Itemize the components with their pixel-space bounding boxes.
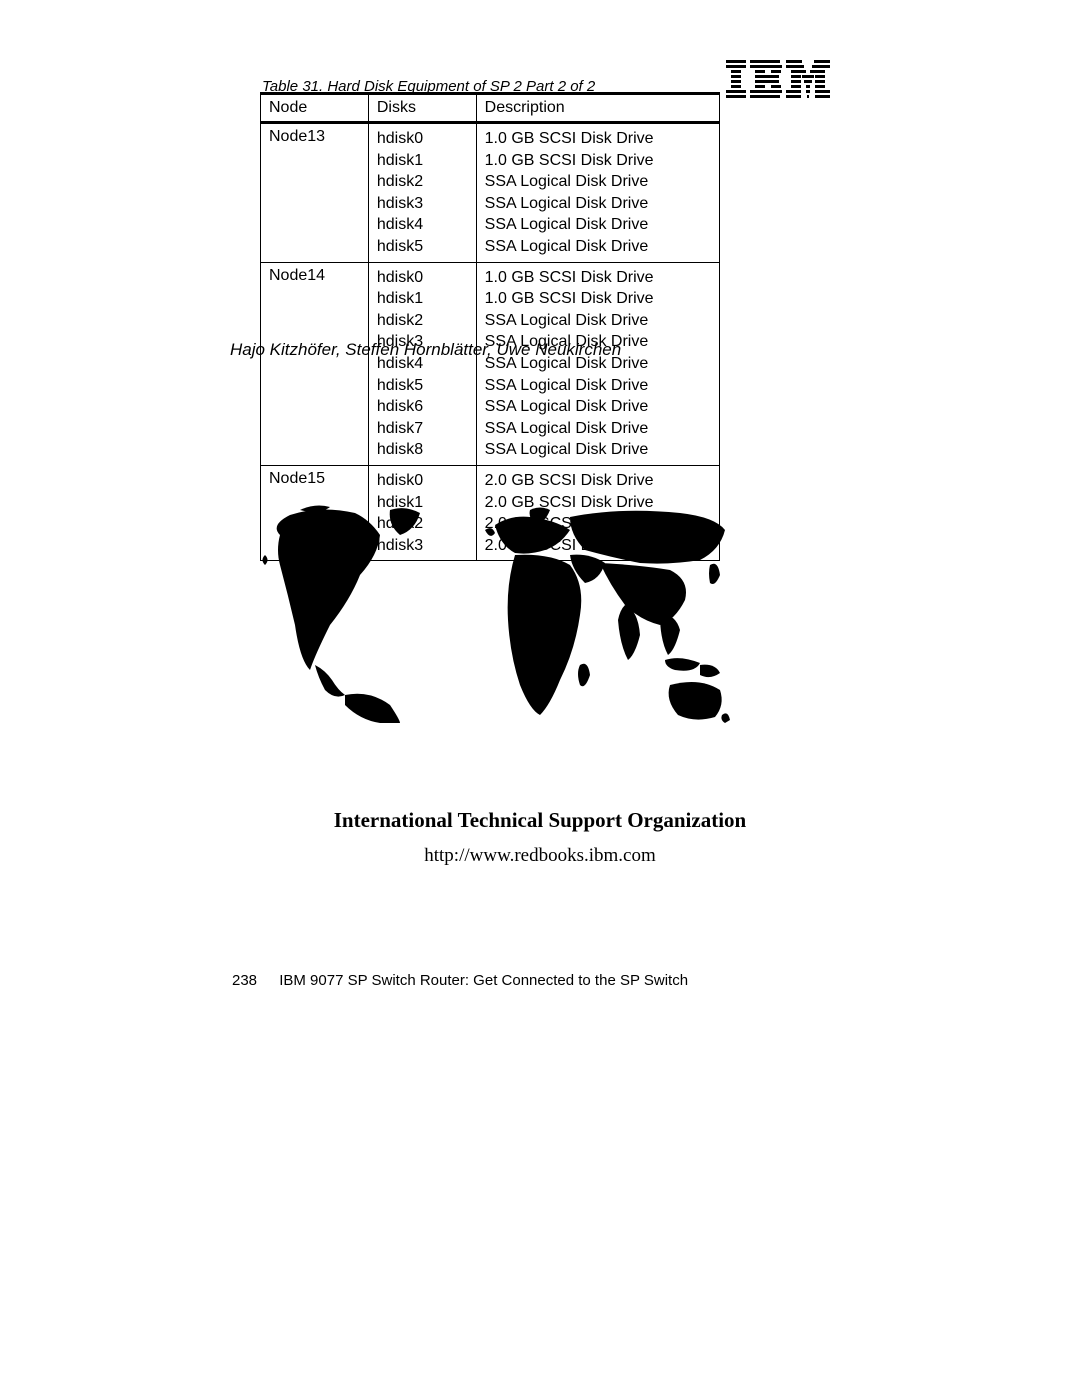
disk-entry: hdisk5 [377,236,468,258]
document-page: Table 31. Hard Disk Equipment of SP 2 Pa… [0,0,1080,1397]
page-number: 238 [232,972,257,989]
table-row: Node13hdisk0hdisk1hdisk2hdisk3hdisk4hdis… [261,123,720,263]
world-map-image [260,505,730,725]
footer-title: IBM 9077 SP Switch Router: Get Connected… [279,972,688,989]
description-entry: 1.0 GB SCSI Disk Drive [485,128,711,150]
description-entry: SSA Logical Disk Drive [485,418,711,440]
disk-entry: hdisk6 [377,396,468,418]
disk-entry: hdisk2 [377,171,468,193]
description-entry: SSA Logical Disk Drive [485,439,711,461]
disk-entry: hdisk3 [377,193,468,215]
redbooks-url: http://www.redbooks.ibm.com [0,845,1080,867]
description-entry: SSA Logical Disk Drive [485,310,711,332]
description-entry: SSA Logical Disk Drive [485,193,711,215]
table-header-row: Node Disks Description [261,94,720,123]
page-footer: 238 IBM 9077 SP Switch Router: Get Conne… [232,972,688,989]
disk-equipment-table: Node Disks Description Node13hdisk0hdisk… [260,92,720,561]
description-entry: SSA Logical Disk Drive [485,171,711,193]
description-entry: 2.0 GB SCSI Disk Drive [485,470,711,492]
authors-overlay-text: Hajo Kitzhöfer, Steffen Hornblätter, Uwe… [230,340,621,360]
description-entry: SSA Logical Disk Drive [485,375,711,397]
cell-node: Node13 [261,123,369,263]
cell-node: Node14 [261,262,369,465]
disk-entry: hdisk7 [377,418,468,440]
disk-entry: hdisk0 [377,128,468,150]
disk-entry: hdisk1 [377,288,468,310]
itso-heading: International Technical Support Organiza… [0,808,1080,833]
description-entry: SSA Logical Disk Drive [485,214,711,236]
disk-entry: hdisk0 [377,470,468,492]
description-entry: SSA Logical Disk Drive [485,236,711,258]
description-entry: 1.0 GB SCSI Disk Drive [485,150,711,172]
disk-entry: hdisk8 [377,439,468,461]
disk-entry: hdisk2 [377,310,468,332]
table-row: Node14hdisk0hdisk1hdisk2hdisk3hdisk4hdis… [261,262,720,465]
ibm-logo [726,60,830,102]
disk-entry: hdisk0 [377,267,468,289]
cell-disks: hdisk0hdisk1hdisk2hdisk3hdisk4hdisk5hdis… [368,262,476,465]
cell-description: 1.0 GB SCSI Disk Drive1.0 GB SCSI Disk D… [476,123,719,263]
header-node: Node [261,94,369,123]
header-disks: Disks [368,94,476,123]
cell-description: 1.0 GB SCSI Disk Drive1.0 GB SCSI Disk D… [476,262,719,465]
cell-disks: hdisk0hdisk1hdisk2hdisk3hdisk4hdisk5 [368,123,476,263]
description-entry: 1.0 GB SCSI Disk Drive [485,288,711,310]
disk-entry: hdisk4 [377,214,468,236]
description-entry: 1.0 GB SCSI Disk Drive [485,267,711,289]
disk-entry: hdisk5 [377,375,468,397]
header-description: Description [476,94,719,123]
disk-entry: hdisk1 [377,150,468,172]
description-entry: SSA Logical Disk Drive [485,396,711,418]
